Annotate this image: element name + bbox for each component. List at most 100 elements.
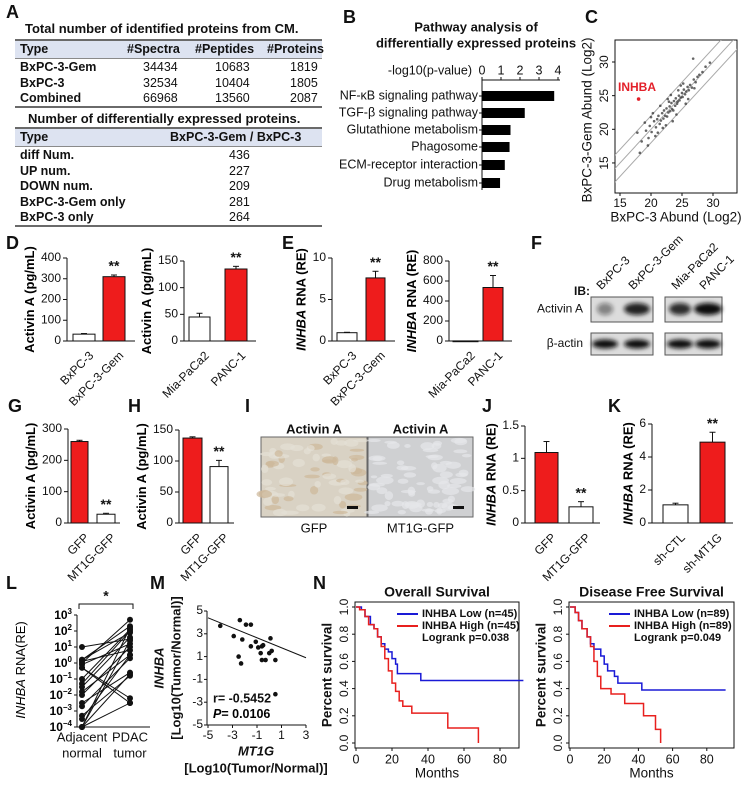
data-point: [650, 130, 653, 134]
tissue-texture: [371, 504, 388, 512]
data-point: [644, 129, 648, 132]
tumor-point: [127, 637, 133, 644]
col-header: #Proteins: [267, 42, 324, 56]
bar: [452, 340, 479, 343]
category-label: Glutathione metabolism: [347, 122, 478, 136]
tick-base: 10: [54, 624, 68, 638]
y-tick-label: 0.6: [337, 653, 351, 670]
adjacent-point: [79, 644, 85, 650]
activin-band: [624, 303, 650, 315]
blot-membrane: [590, 332, 654, 356]
legend-label: INHBA Low (n=45): [422, 608, 518, 620]
pair-line: [81, 627, 131, 728]
significance-marker: **: [101, 496, 112, 512]
tissue-texture: [261, 464, 269, 474]
chart-title: Disease Free Survival: [579, 584, 724, 600]
y-axis-label-gene: INHBA: [294, 310, 309, 351]
adjacent-point: [79, 716, 85, 722]
y-tick-label: 6: [639, 416, 646, 430]
y-tick-label: 150: [158, 253, 178, 267]
tissue-texture: [332, 456, 339, 466]
data-point: [268, 636, 273, 641]
western-blot: IB: BxPC-3BxPC-3-GemMia-PaCa2PANC-1Activi…: [537, 232, 737, 356]
y-tick-label: 10−4: [50, 719, 73, 734]
data-point: [658, 122, 661, 126]
tissue-texture: [349, 448, 365, 452]
bar: [482, 287, 504, 342]
panel-label-h: H: [128, 396, 141, 416]
data-point: [648, 124, 652, 128]
pair-line: [81, 702, 131, 728]
pair-line: [81, 619, 131, 664]
data-point: [236, 654, 241, 659]
x-tick-label: 0: [567, 752, 574, 766]
data-point: [677, 94, 681, 97]
y-axis-label-text: Activin A (pg/mL): [139, 248, 154, 355]
y-tick-label: 10−1: [50, 671, 73, 686]
data-point: [238, 661, 244, 666]
x-axis-label: Months: [415, 766, 460, 781]
tissue-texture: [336, 460, 353, 469]
tick-base: 10: [54, 656, 68, 670]
tissue-texture: [380, 473, 393, 478]
tissue-texture: [338, 500, 347, 509]
table-bottom-rule: [15, 105, 322, 108]
data-point: [273, 657, 278, 663]
cell-spectra: 34434: [143, 60, 178, 74]
data-point: [680, 91, 684, 95]
tissue-texture: [290, 444, 304, 452]
y-tick-label: 0.5: [502, 483, 519, 497]
tissue-texture: [296, 504, 310, 512]
bar: [482, 142, 510, 152]
tissue-texture: [426, 501, 434, 508]
data-point: [248, 622, 254, 627]
chart-title: Overall Survival: [384, 584, 490, 600]
y-tick-label: 50: [160, 484, 174, 498]
y-axis-label: Activin A (pg/mL): [23, 423, 38, 530]
tissue-texture: [332, 510, 348, 515]
data-point: [688, 83, 692, 87]
tissue-texture: [256, 490, 273, 499]
bar: [336, 332, 358, 342]
table-row: BxPC-3 32534 10404 1805: [15, 75, 322, 91]
data-point: [237, 617, 243, 623]
y-tick-label: 0.0: [551, 734, 565, 751]
y-tick-label: 1.0: [337, 598, 351, 615]
bar: [209, 466, 229, 524]
data-point: [662, 117, 665, 120]
y-tick-label: 0.2: [337, 707, 351, 724]
tissue-texture: [432, 476, 449, 485]
tissue-texture: [322, 473, 337, 480]
tissue-texture: [446, 483, 462, 489]
y-tick-label: 0: [512, 515, 519, 529]
bar: [188, 316, 211, 342]
data-point: [651, 111, 655, 115]
y-tick-label: 100: [153, 453, 173, 467]
y-tick-label: 1.5: [502, 418, 519, 432]
data-point: [640, 140, 643, 143]
data-point: [669, 93, 673, 97]
x-tick-label: 40: [631, 752, 645, 766]
cell-type: DOWN num.: [20, 179, 93, 193]
pair-line: [81, 667, 131, 704]
y-axis-label-text: RNA (RE): [621, 422, 636, 484]
significance-bracket: [78, 603, 134, 609]
table-row: DOWN num. 209: [15, 178, 322, 194]
ihc-label: GFP: [301, 520, 328, 535]
tissue-texture: [355, 479, 365, 483]
y-tick-label: 0: [55, 515, 62, 529]
bar: [72, 333, 96, 342]
y-axis-label-gene: INHBA: [151, 647, 166, 688]
y-tick-label: 50: [165, 307, 179, 321]
tissue-texture: [434, 508, 446, 514]
correlation-r: r= -0.5452: [213, 691, 271, 705]
tissue-texture: [321, 453, 332, 457]
tissue-texture: [420, 442, 435, 451]
data-point: [656, 131, 660, 134]
data-point: [690, 86, 694, 89]
cell-proteins: 2087: [290, 91, 318, 105]
tissue-texture: [432, 463, 447, 473]
